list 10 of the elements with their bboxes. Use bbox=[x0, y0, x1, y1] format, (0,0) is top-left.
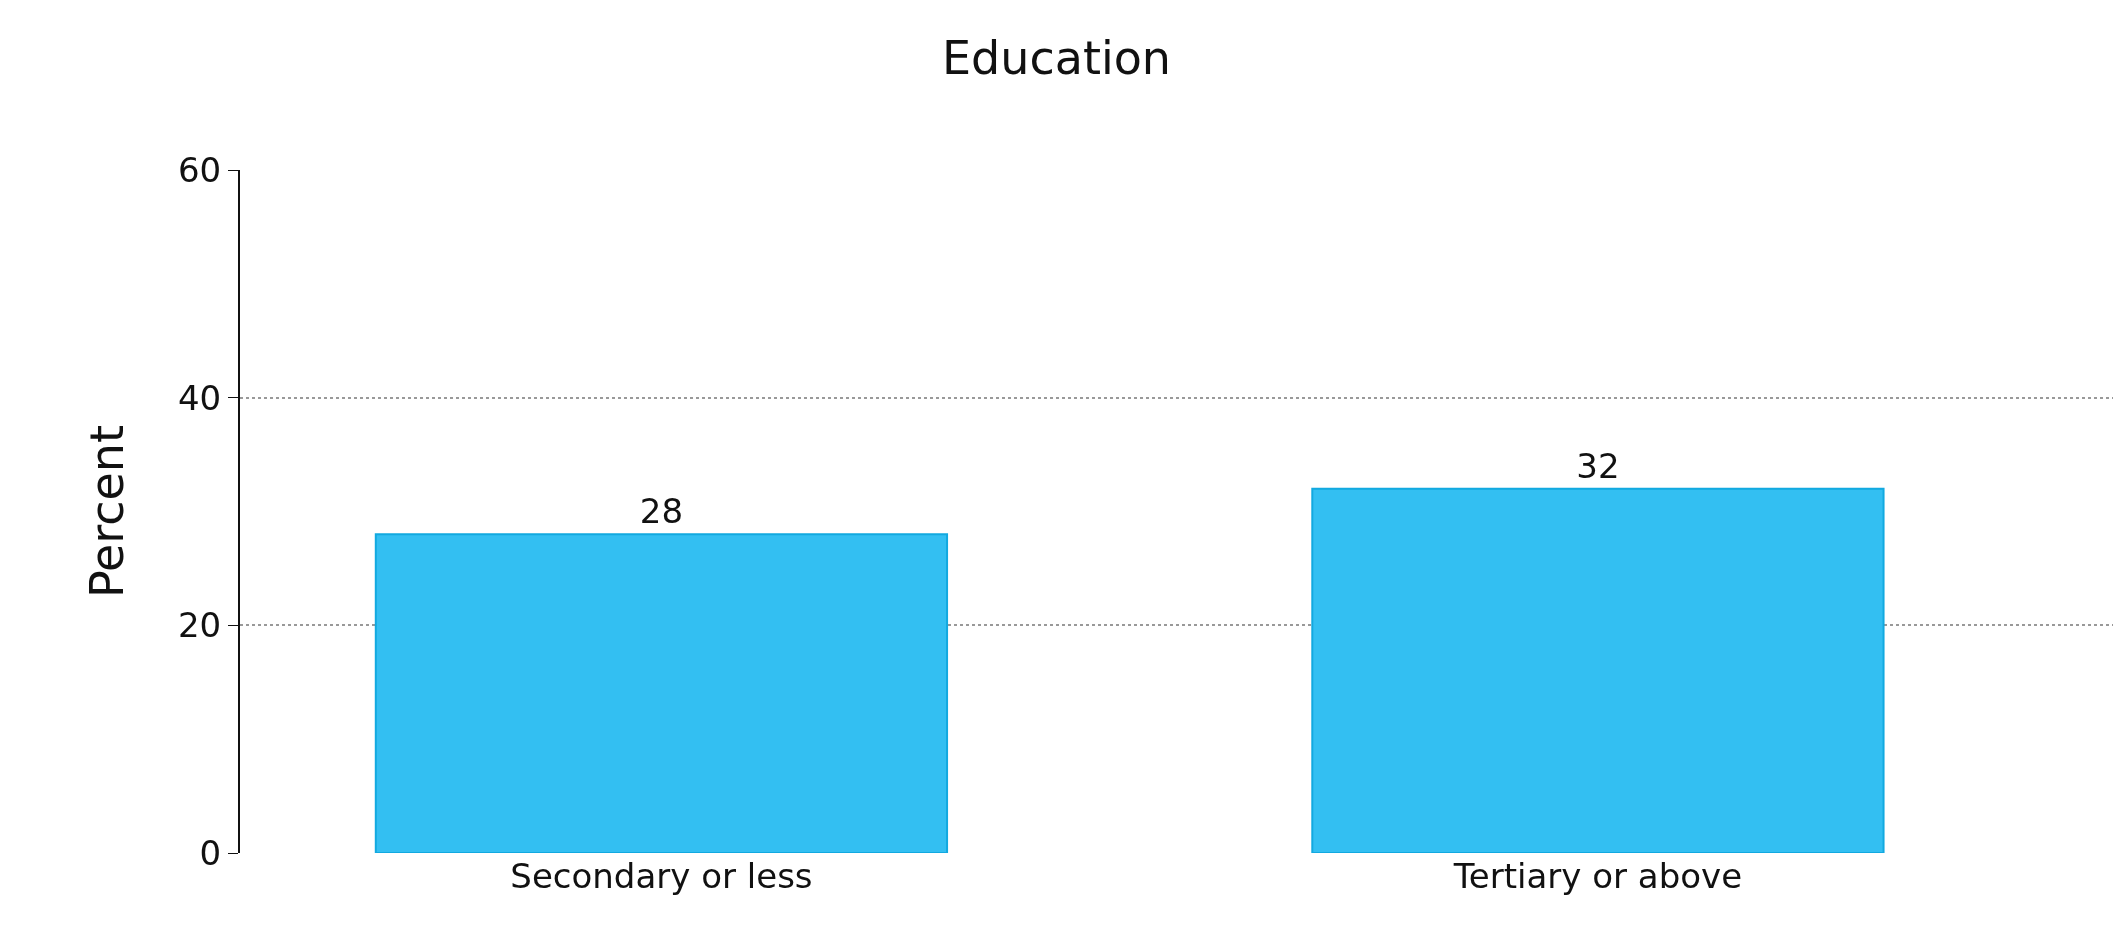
y-tick-label: 60 bbox=[177, 149, 222, 190]
y-axis-title: Percent bbox=[79, 424, 134, 599]
y-tick-label: 20 bbox=[177, 605, 222, 646]
data-label: 32 bbox=[1576, 445, 1620, 486]
y-tick-label: 40 bbox=[177, 377, 222, 418]
x-tick-label: Tertiary or above bbox=[1452, 856, 1743, 896]
x-tick-label: Secondary or less bbox=[510, 856, 813, 896]
chart-title: Education bbox=[941, 31, 1172, 86]
data-label: 28 bbox=[639, 491, 684, 532]
y-tick-label: 0 bbox=[199, 832, 222, 873]
